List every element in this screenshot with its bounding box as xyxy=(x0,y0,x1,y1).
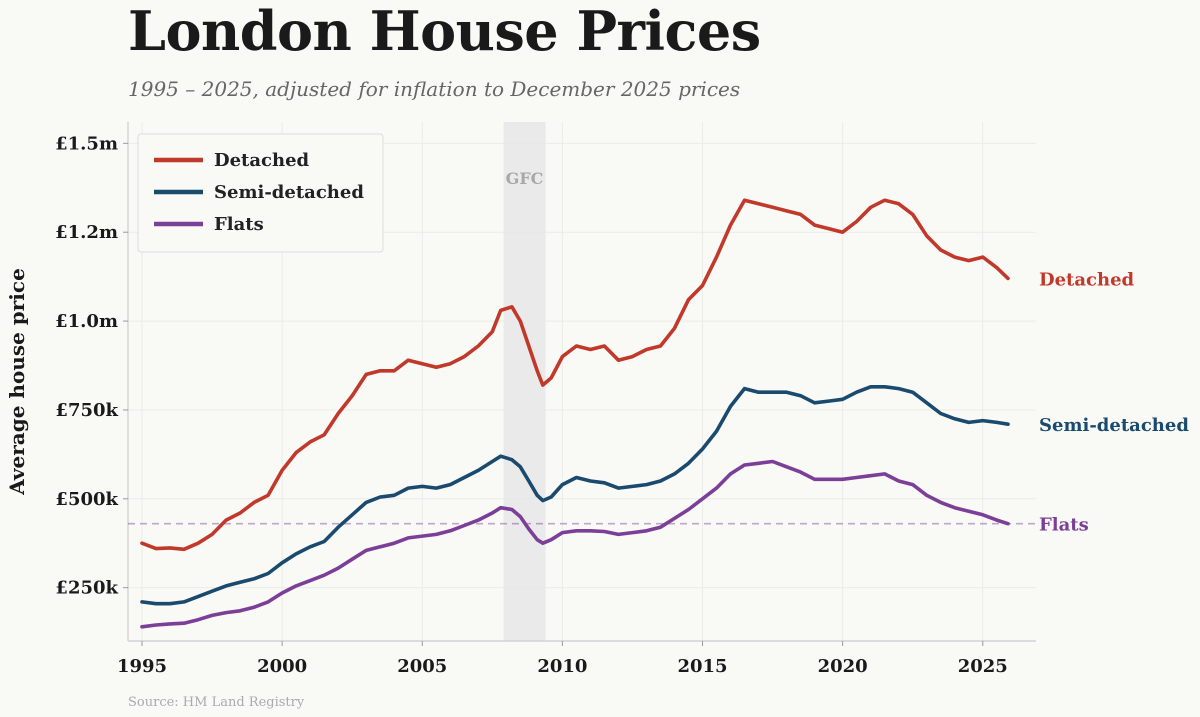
series-line-flats xyxy=(140,459,1010,629)
legend-label-semi-detached: Semi-detached xyxy=(214,182,364,203)
x-tick-label-3: 2010 xyxy=(537,656,587,677)
x-tick-label-0: 1995 xyxy=(117,656,167,677)
legend: Detached Semi-detached Flats xyxy=(137,133,384,253)
series-end-labels: Detached Semi-detached Flats xyxy=(1039,269,1189,535)
chart-subtitle: 1995 – 2025, adjusted for inflation to D… xyxy=(128,77,740,101)
gfc-shaded-region xyxy=(503,122,546,641)
end-label-detached: Detached xyxy=(1039,269,1135,290)
end-label-flats: Flats xyxy=(1039,515,1089,536)
x-tick-label-2: 2005 xyxy=(397,656,447,677)
x-axis-ticks: 1995 2000 2005 2010 2015 2020 2025 xyxy=(117,641,1008,677)
y-axis-label: Average house price xyxy=(5,268,29,496)
chart-title: London House Prices xyxy=(128,0,761,63)
series-line-semi-detached xyxy=(140,385,1010,606)
y-tick-label-4: £1.2m xyxy=(55,222,118,243)
y-axis-ticks: £250k £500k £750k £1.0m £1.2m £1.5m xyxy=(55,133,128,599)
x-tick-label-5: 2020 xyxy=(818,656,868,677)
x-tick-label-6: 2025 xyxy=(958,656,1008,677)
x-tick-label-1: 2000 xyxy=(257,656,307,677)
y-tick-label-3: £1.0m xyxy=(55,311,118,332)
y-tick-label-2: £750k xyxy=(55,400,118,421)
gfc-label: GFC xyxy=(506,169,544,188)
axes xyxy=(127,122,1036,642)
series-line-detached xyxy=(140,198,1010,552)
legend-label-detached: Detached xyxy=(214,150,310,171)
legend-label-flats: Flats xyxy=(214,214,264,235)
x-tick-label-4: 2015 xyxy=(677,656,727,677)
source-note: Source: HM Land Registry xyxy=(128,695,305,710)
y-tick-label-5: £1.5m xyxy=(55,133,118,154)
end-label-semi-detached: Semi-detached xyxy=(1039,415,1189,436)
y-tick-label-1: £500k xyxy=(55,489,118,510)
series-lines xyxy=(140,198,1010,629)
y-tick-label-0: £250k xyxy=(55,578,118,599)
